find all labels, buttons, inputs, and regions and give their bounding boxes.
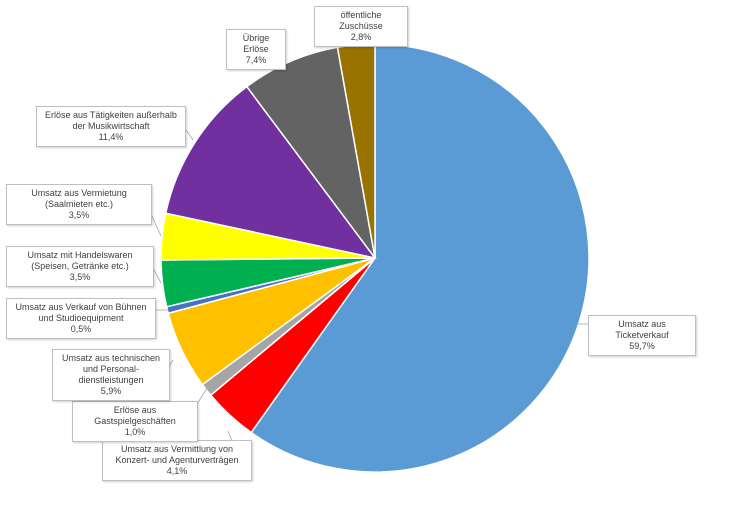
label-buehnen: Umsatz aus Verkauf von Bühnen und Studio… — [6, 298, 156, 339]
label-vermietung: Umsatz aus Vermietung (Saalmieten etc.) … — [6, 184, 152, 225]
slice-label-text: Umsatz aus technischen und Personal-dien… — [61, 353, 161, 385]
leader-line-7 — [185, 129, 194, 141]
leader-line-1 — [227, 430, 233, 442]
label-handelswaren: Umsatz mit Handelswaren (Speisen, Geträn… — [6, 246, 154, 287]
slice-value-text: 7,4% — [245, 55, 267, 65]
slice-value-text: 3,5% — [69, 272, 91, 282]
slice-value-text: 0,5% — [70, 324, 92, 334]
pie-slice-0 — [250, 43, 590, 473]
leader-line-5 — [153, 269, 162, 284]
label-ausserhalb: Erlöse aus Tätigkeiten außerhalb der Mus… — [36, 106, 186, 147]
slice-label-text: Erlöse aus Gastspielgeschäften — [94, 405, 176, 426]
slice-label-text: Umsatz aus Ticketverkauf — [615, 319, 669, 340]
label-zuschuesse: öffentliche Zuschüsse 2,8% — [314, 6, 408, 47]
slice-label-text: Erlöse aus Tätigkeiten außerhalb der Mus… — [45, 110, 177, 131]
label-vermittlung: Umsatz aus Vermittlung von Konzert- und … — [102, 440, 252, 481]
slice-value-text: 3,5% — [68, 210, 90, 220]
leader-line-2 — [196, 387, 208, 405]
slice-label-text: öffentliche Zuschüsse — [339, 10, 383, 31]
slice-label-text: Umsatz aus Vermittlung von Konzert- und … — [115, 444, 239, 465]
pie-slices — [160, 43, 590, 473]
slice-value-text: 5,9% — [100, 386, 122, 396]
label-technische: Umsatz aus technischen und Personal-dien… — [52, 349, 170, 401]
slice-value-text: 2,8% — [350, 32, 372, 42]
pie-slice-8 — [245, 46, 376, 259]
slice-label-text: Umsatz mit Handelswaren (Speisen, Geträn… — [27, 250, 133, 271]
label-uebrige: Übrige Erlöse 7,4% — [226, 29, 286, 70]
leader-line-6 — [150, 213, 162, 237]
slice-label-text: Umsatz aus Vermietung (Saalmieten etc.) — [31, 188, 127, 209]
slice-value-text: 59,7% — [629, 341, 655, 351]
slice-value-text: 11,4% — [98, 132, 124, 142]
slice-label-text: Übrige Erlöse — [242, 33, 270, 54]
slice-value-text: 1,0% — [124, 427, 146, 437]
label-ticketverkauf: Umsatz aus Ticketverkauf 59,7% — [588, 315, 696, 356]
slice-label-text: Umsatz aus Verkauf von Bühnen und Studio… — [15, 302, 147, 323]
slice-value-text: 4,1% — [166, 466, 188, 476]
pie-slice-7 — [164, 85, 377, 260]
label-gastspiel: Erlöse aus Gastspielgeschäften 1,0% — [72, 401, 198, 442]
